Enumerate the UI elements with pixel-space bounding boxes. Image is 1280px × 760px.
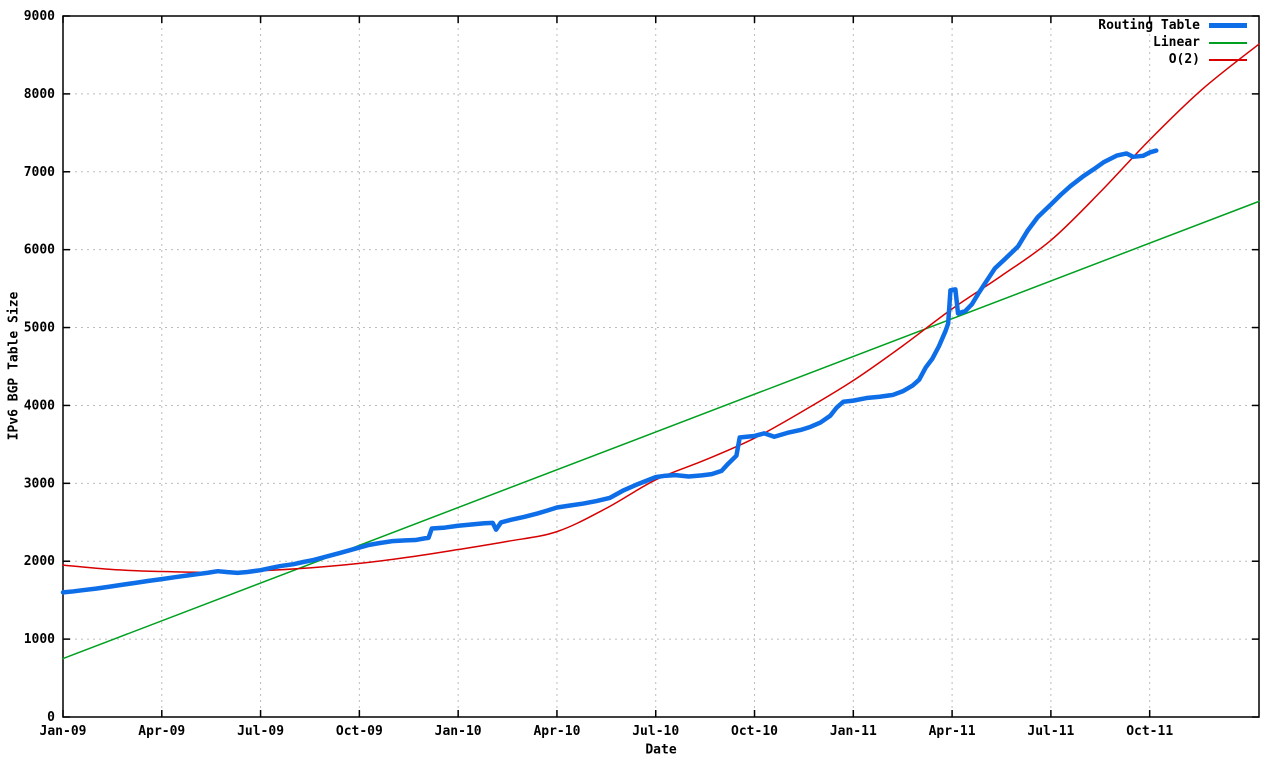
series-line-linear [62, 200, 1260, 660]
y-tick-label: 0 [47, 710, 55, 725]
tick-labels: 0 1000 2000 3000 4000 5000 6000 7000 8000 9000 Jan… [24, 9, 1174, 739]
y-tick-label: 2000 [24, 554, 55, 569]
x-tick-label: Jan-10 [435, 724, 482, 739]
x-tick-label: Oct-11 [1126, 724, 1173, 739]
grid-lines [63, 16, 1259, 717]
series-line-routing-table [60, 148, 1159, 595]
y-tick-label: 4000 [24, 398, 55, 413]
legend-label-o2: O(2) [1168, 52, 1200, 67]
x-tick-label: Jan-09 [40, 724, 87, 739]
x-tick-label: Oct-10 [731, 724, 778, 739]
legend-label-routing-table: Routing Table [1098, 18, 1200, 33]
y-tick-label: 9000 [24, 9, 55, 24]
legend-item-linear: Linear [1098, 34, 1247, 51]
x-axis-title: Date [645, 742, 677, 758]
series-line-o-2- [62, 43, 1260, 574]
y-tick-label: 7000 [24, 165, 55, 180]
legend: Routing Table Linear O(2) [1098, 17, 1247, 68]
x-tick-label: Jul-09 [237, 724, 284, 739]
y-axis-title: IPv6 BGP Table Size [6, 291, 22, 441]
x-tick-label: Oct-09 [336, 724, 383, 739]
legend-label-linear: Linear [1153, 35, 1200, 50]
legend-item-o2: O(2) [1098, 51, 1247, 68]
y-tick-label: 6000 [24, 243, 55, 258]
x-tick-label: Jul-10 [632, 724, 679, 739]
x-tick-label: Apr-09 [138, 724, 185, 739]
y-tick-label: 8000 [24, 87, 55, 102]
legend-sample-line-linear [1209, 41, 1247, 44]
y-tick-label: 3000 [24, 476, 55, 491]
y-tick-label: 5000 [24, 321, 55, 336]
x-tick-label: Apr-10 [533, 724, 580, 739]
x-tick-label: Apr-11 [929, 724, 976, 739]
x-tick-label: Jan-11 [830, 724, 877, 739]
x-tick-label: Jul-11 [1027, 724, 1074, 739]
y-tick-label: 1000 [24, 632, 55, 647]
legend-item-routing-table: Routing Table [1098, 17, 1247, 34]
legend-sample-line-o2 [1209, 58, 1247, 61]
legend-sample-line-routing-table [1209, 23, 1247, 28]
axes-border [62, 15, 1260, 718]
